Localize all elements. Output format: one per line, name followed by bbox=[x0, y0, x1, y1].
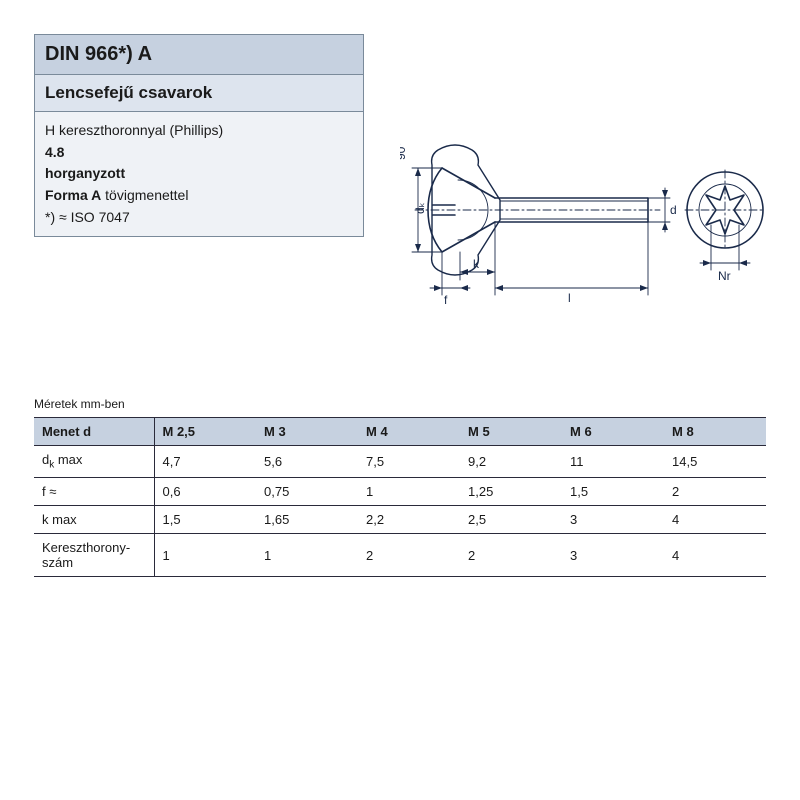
col-m5: M 5 bbox=[460, 418, 562, 446]
cell: 3 bbox=[562, 534, 664, 577]
cell: 1,25 bbox=[460, 478, 562, 506]
cell: 2 bbox=[664, 478, 766, 506]
row-label: Kereszthorony-szám bbox=[34, 534, 154, 577]
col-menet-d: Menet d bbox=[34, 418, 154, 446]
spec-title: DIN 966*) A bbox=[35, 35, 363, 75]
row-label: dk max bbox=[34, 446, 154, 478]
cell: 4 bbox=[664, 506, 766, 534]
cell: 2 bbox=[460, 534, 562, 577]
spec-header-box: DIN 966*) A Lencsefejű csavarok H keresz… bbox=[34, 34, 364, 237]
screw-diagram: 90° dₖ k f l d Nr bbox=[400, 110, 780, 310]
table-row: Kereszthorony-szám112234 bbox=[34, 534, 766, 577]
cell: 0,75 bbox=[256, 478, 358, 506]
cell: 5,6 bbox=[256, 446, 358, 478]
col-m8: M 8 bbox=[664, 418, 766, 446]
spec-description: H kereszthoronnyal (Phillips) 4.8 horgan… bbox=[35, 112, 363, 236]
spec-strength: 4.8 bbox=[45, 142, 353, 164]
cell: 3 bbox=[562, 506, 664, 534]
diagram-nr-label: Nr bbox=[718, 269, 731, 283]
col-m3: M 3 bbox=[256, 418, 358, 446]
diagram-f-label: f bbox=[444, 293, 448, 307]
cell: 1,65 bbox=[256, 506, 358, 534]
cell: 2 bbox=[358, 534, 460, 577]
cell: 11 bbox=[562, 446, 664, 478]
cell: 7,5 bbox=[358, 446, 460, 478]
table-header-row: Menet d M 2,5 M 3 M 4 M 5 M 6 M 8 bbox=[34, 418, 766, 446]
cell: 0,6 bbox=[154, 478, 256, 506]
cell: 1 bbox=[256, 534, 358, 577]
cell: 14,5 bbox=[664, 446, 766, 478]
cell: 1,5 bbox=[154, 506, 256, 534]
row-label: f ≈ bbox=[34, 478, 154, 506]
cell: 9,2 bbox=[460, 446, 562, 478]
cell: 1,5 bbox=[562, 478, 664, 506]
col-m4: M 4 bbox=[358, 418, 460, 446]
cell: 2,2 bbox=[358, 506, 460, 534]
diagram-k-label: k bbox=[473, 257, 480, 271]
spec-line-phillips: H kereszthoronnyal (Phillips) bbox=[45, 120, 353, 142]
units-label: Méretek mm-ben bbox=[34, 397, 766, 411]
diagram-l-label: l bbox=[568, 291, 571, 305]
table-row: dk max4,75,67,59,21114,5 bbox=[34, 446, 766, 478]
cell: 1 bbox=[154, 534, 256, 577]
diagram-dk-label: dₖ bbox=[413, 202, 427, 214]
row-label: k max bbox=[34, 506, 154, 534]
cell: 1 bbox=[358, 478, 460, 506]
diagram-angle-label: 90° bbox=[400, 142, 408, 160]
dimensions-section: Méretek mm-ben Menet d M 2,5 M 3 M 4 M 5… bbox=[34, 397, 766, 577]
cell: 4,7 bbox=[154, 446, 256, 478]
table-row: f ≈0,60,7511,251,52 bbox=[34, 478, 766, 506]
spec-iso: *) ≈ ISO 7047 bbox=[45, 207, 353, 229]
dimensions-table: Menet d M 2,5 M 3 M 4 M 5 M 6 M 8 dk max… bbox=[34, 417, 766, 577]
spec-coating: horganyzott bbox=[45, 163, 353, 185]
col-m25: M 2,5 bbox=[154, 418, 256, 446]
spec-form: Forma A tövigmenettel bbox=[45, 185, 353, 207]
col-m6: M 6 bbox=[562, 418, 664, 446]
table-row: k max1,51,652,22,534 bbox=[34, 506, 766, 534]
spec-subtitle: Lencsefejű csavarok bbox=[35, 75, 363, 112]
diagram-d-label: d bbox=[670, 203, 677, 217]
cell: 2,5 bbox=[460, 506, 562, 534]
cell: 4 bbox=[664, 534, 766, 577]
